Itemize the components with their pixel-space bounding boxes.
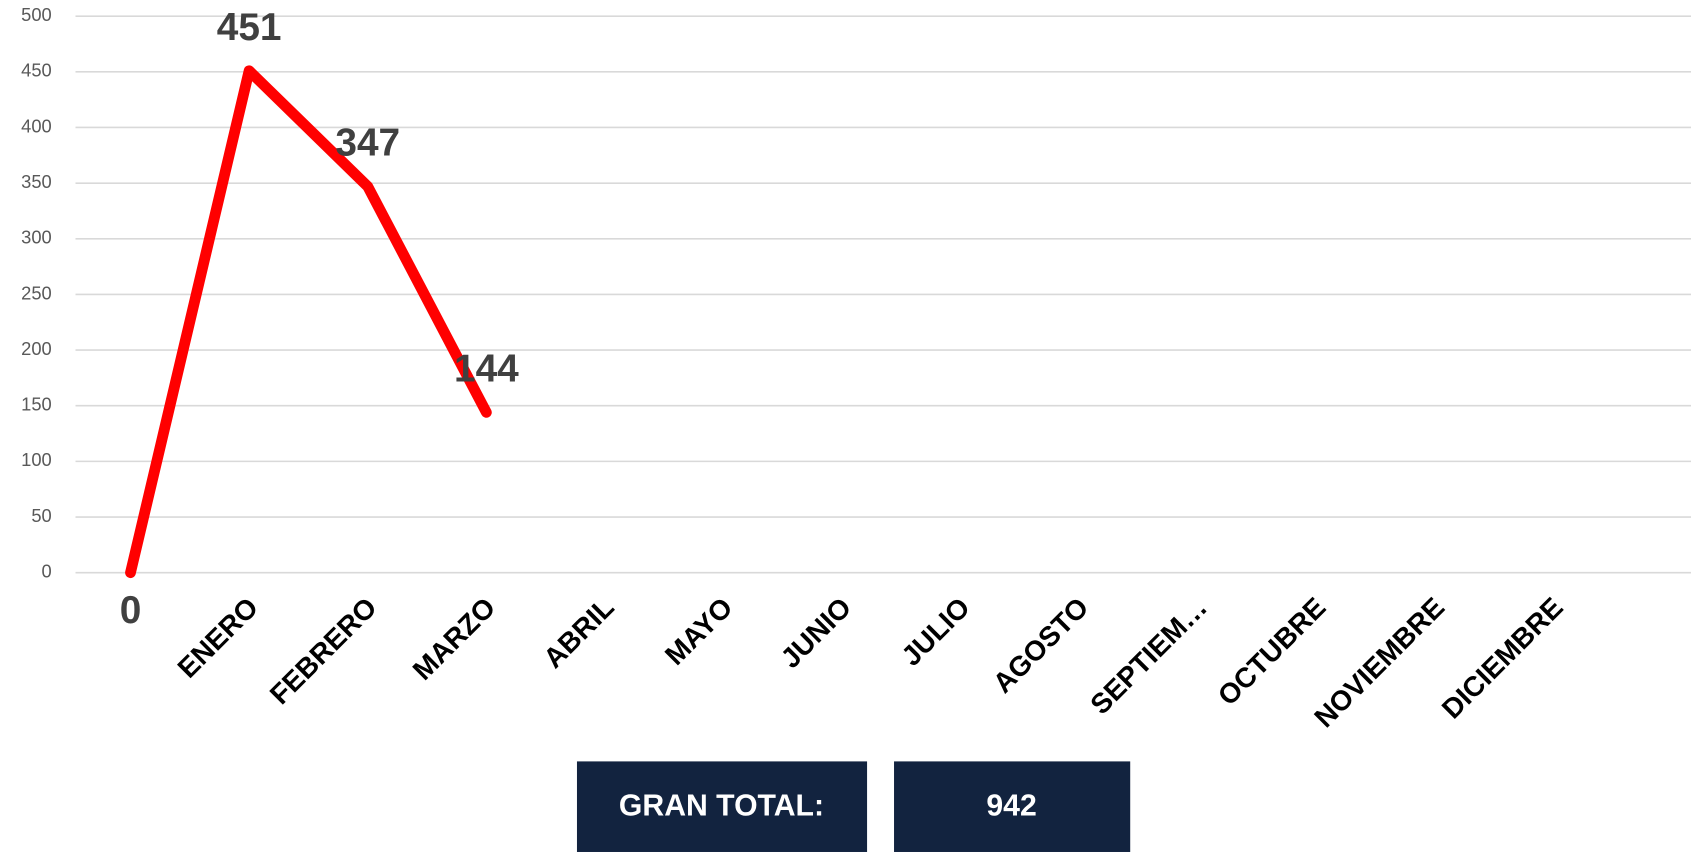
y-tick-label: 250 xyxy=(21,282,52,303)
total-value-box xyxy=(894,761,1131,852)
y-tick-label: 300 xyxy=(21,227,52,248)
total-label: GRAN TOTAL: xyxy=(619,790,824,823)
data-label: 451 xyxy=(217,6,282,49)
x-tick-label: AGOSTO xyxy=(987,592,1094,699)
total-label-box xyxy=(576,761,868,852)
y-tick-label: 150 xyxy=(21,394,52,415)
y-tick-label: 450 xyxy=(21,60,52,81)
x-tick-label: ABRIL xyxy=(537,592,619,674)
data-label: 347 xyxy=(335,122,400,165)
total-value: 942 xyxy=(986,790,1036,823)
x-tick-label: MARZO xyxy=(407,592,502,687)
y-tick-label: 500 xyxy=(21,4,52,25)
x-tick-label: SEPTIEM… xyxy=(1084,592,1213,721)
x-tick-label: OCTUBRE xyxy=(1212,592,1332,712)
line xyxy=(125,65,492,579)
x-tick-label: MAYO xyxy=(659,592,739,672)
x-tick-label: JUNIO xyxy=(775,592,857,674)
x-tick-label: ENERO xyxy=(172,592,264,684)
x-tick-label: JULIO xyxy=(895,592,975,672)
x-tick-label: FEBRERO xyxy=(264,592,383,711)
data-label: 144 xyxy=(454,348,519,391)
y-tick-label: 100 xyxy=(21,449,52,470)
y-tick-label: 350 xyxy=(21,171,52,192)
y-tick-label: 50 xyxy=(31,505,51,526)
x-tick-label: DICIEMBRE xyxy=(1436,592,1569,725)
y-tick-label: 400 xyxy=(21,115,52,136)
y-tick-label: 200 xyxy=(21,338,52,359)
data-label: 0 xyxy=(120,589,142,632)
y-tick-label: 0 xyxy=(42,561,52,582)
